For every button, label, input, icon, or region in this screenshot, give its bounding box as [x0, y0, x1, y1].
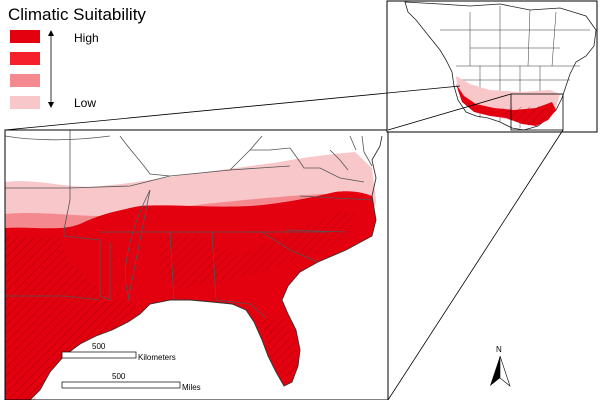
legend: Climatic Suitability High Low [8, 5, 146, 110]
occurrence-hatch-east [160, 212, 356, 290]
inset-hatch [500, 106, 552, 126]
state-boundaries [5, 130, 373, 319]
inset-map [387, 1, 597, 132]
occurrence-hatch-florida [262, 318, 298, 382]
scalebar-kilometers: 500 Kilometers [61, 342, 176, 362]
main-map [5, 130, 388, 400]
legend-high-label: High [74, 31, 99, 45]
north-arrow-label: N [496, 345, 502, 354]
inset-connector-lines [4, 85, 564, 400]
occurrence-hatch [5, 236, 140, 400]
main-map-frame [4, 129, 389, 400]
scalebar-mi-value: 500 [112, 372, 126, 381]
coastline [5, 135, 383, 400]
scalebar-mi-unit: Miles [182, 383, 201, 392]
inset-map-frame [386, 0, 598, 133]
legend-low-label: Low [74, 96, 96, 110]
legend-title: Climatic Suitability [8, 5, 146, 24]
inset-boundaries [440, 6, 590, 128]
inset-extent-box [510, 93, 564, 131]
legend-swatch-medium-low [10, 74, 40, 87]
legend-swatch-medium-high [10, 52, 40, 65]
scalebar-miles: 500 Miles [61, 372, 201, 392]
scalebar-km-unit: Kilometers [138, 353, 176, 362]
scalebar-km-value: 500 [92, 342, 106, 351]
legend-swatch-low [10, 96, 40, 109]
legend-arrow [48, 30, 54, 108]
legend-swatch-high [10, 30, 40, 43]
north-arrow: N [490, 345, 511, 387]
